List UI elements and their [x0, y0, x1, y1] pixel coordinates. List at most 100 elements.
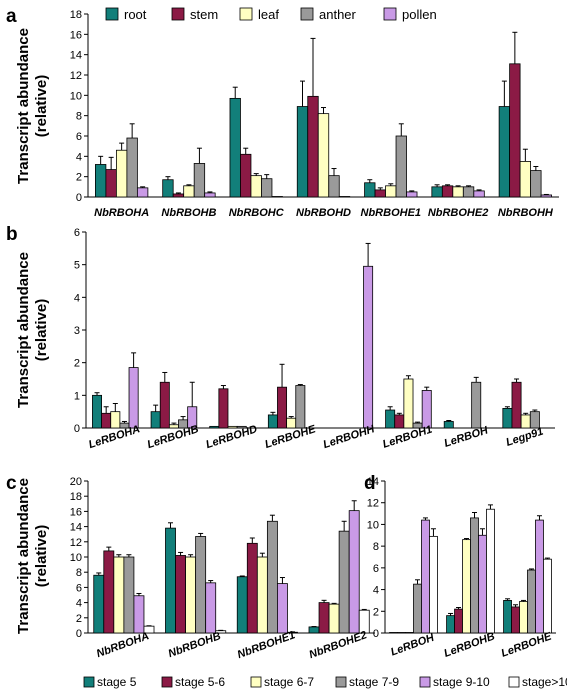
legend-swatch	[419, 676, 431, 688]
bar	[126, 137, 138, 198]
bar	[277, 583, 288, 634]
legend-swatch	[335, 676, 347, 688]
bar	[363, 265, 374, 429]
bar	[530, 170, 542, 198]
y-tick-label: 6	[76, 582, 82, 594]
legend-label: stage 5-6	[175, 675, 225, 689]
legend-stage: stage 5 stage 5-6 stage 6-7 stage 7-9 stage …	[83, 675, 567, 689]
category-label: NbRBOHA	[94, 207, 149, 219]
category-label: NbRBOHH	[498, 207, 554, 219]
y-tick-label: 0	[76, 192, 82, 204]
bar	[338, 530, 350, 634]
bar	[397, 632, 406, 634]
legend-swatch	[239, 7, 253, 21]
y-axis-label-line1: Transcript abundance	[15, 252, 32, 408]
y-tick-label: 3	[74, 325, 80, 337]
y-tick-label: 0	[373, 628, 379, 640]
y-axis-label-line2: (relative)	[33, 299, 50, 362]
y-axis-label: Transcript abundance(relative)	[15, 478, 50, 634]
bar	[218, 388, 229, 429]
bar	[328, 603, 340, 634]
y-tick-label: 18	[70, 491, 82, 503]
bar	[511, 381, 522, 429]
bar	[413, 583, 422, 634]
bar	[462, 539, 471, 634]
bar	[101, 412, 112, 429]
y-tick-label: 4	[74, 292, 80, 304]
bar	[183, 185, 195, 198]
bar	[431, 186, 443, 198]
category-label: NbRBOHB	[167, 630, 223, 660]
panel-letter: b	[6, 224, 18, 245]
bar	[229, 97, 241, 198]
y-tick-label: 4	[373, 585, 379, 597]
y-tick-label: 2	[373, 606, 379, 618]
bar	[502, 407, 513, 429]
legend-label: stage 7-9	[349, 675, 399, 689]
bar	[250, 175, 262, 198]
panel-letter: d	[364, 473, 376, 494]
y-tick-label: 14	[367, 476, 379, 488]
y-tick-label: 14	[70, 50, 82, 62]
y-tick-label: 6	[74, 227, 80, 239]
bar	[403, 378, 414, 429]
y-tick-label: 5	[74, 260, 80, 272]
legend-swatch	[105, 7, 119, 21]
category-label: NbRBOHE2	[308, 629, 369, 661]
bar	[470, 517, 479, 634]
bar	[267, 414, 278, 429]
y-tick-label: 6	[76, 131, 82, 143]
y-tick-label: 16	[70, 29, 82, 41]
bar	[256, 556, 268, 634]
category-label: LeRBOHE	[500, 630, 554, 659]
bar	[385, 409, 396, 429]
legend-swatch	[171, 7, 185, 21]
bar	[261, 178, 273, 198]
bar	[328, 175, 340, 198]
legend-swatch	[508, 676, 520, 688]
panel-letter: a	[6, 6, 17, 27]
y-tick-label: 14	[70, 522, 82, 534]
bar	[92, 394, 102, 429]
legend-label: stage 9-10	[433, 675, 490, 689]
category-label: NbRBOHC	[229, 207, 285, 219]
bar	[175, 555, 186, 634]
bar	[452, 186, 464, 198]
bar	[95, 164, 107, 198]
bar	[421, 519, 430, 634]
bar	[195, 536, 207, 634]
bar	[128, 367, 139, 429]
bar	[421, 390, 432, 429]
bar	[535, 519, 544, 634]
bar	[236, 425, 247, 429]
bar	[209, 425, 220, 429]
category-label: Legp91	[505, 425, 545, 448]
y-axis-label-line1: Transcript abundance	[15, 28, 32, 184]
bar	[503, 600, 512, 634]
y-tick-label: 12	[367, 498, 379, 510]
bar	[441, 185, 454, 198]
legend-label: stage 5	[97, 675, 137, 689]
legend-swatch	[250, 676, 262, 688]
bar	[172, 193, 185, 198]
bar	[271, 196, 283, 198]
bar	[317, 113, 330, 198]
bar	[540, 194, 552, 198]
legend-label: pollen	[402, 7, 437, 22]
bar	[478, 534, 487, 634]
bar	[204, 192, 216, 198]
legend-label: anther	[319, 7, 357, 22]
bar	[162, 179, 174, 198]
panel-a: 0 2 4 6 8 10 12 14 16 18 NbRBOHA NbRBOHB NbRBOHC NbRB…	[6, 6, 559, 219]
bar	[519, 601, 528, 634]
bar	[159, 381, 170, 429]
y-tick-label: 2	[76, 172, 82, 184]
legend-label: stage>10	[522, 675, 567, 689]
bar	[165, 527, 176, 634]
bar	[168, 424, 179, 429]
y-tick-label: 20	[70, 476, 82, 488]
bar	[429, 535, 438, 634]
legend-swatch	[161, 676, 173, 688]
